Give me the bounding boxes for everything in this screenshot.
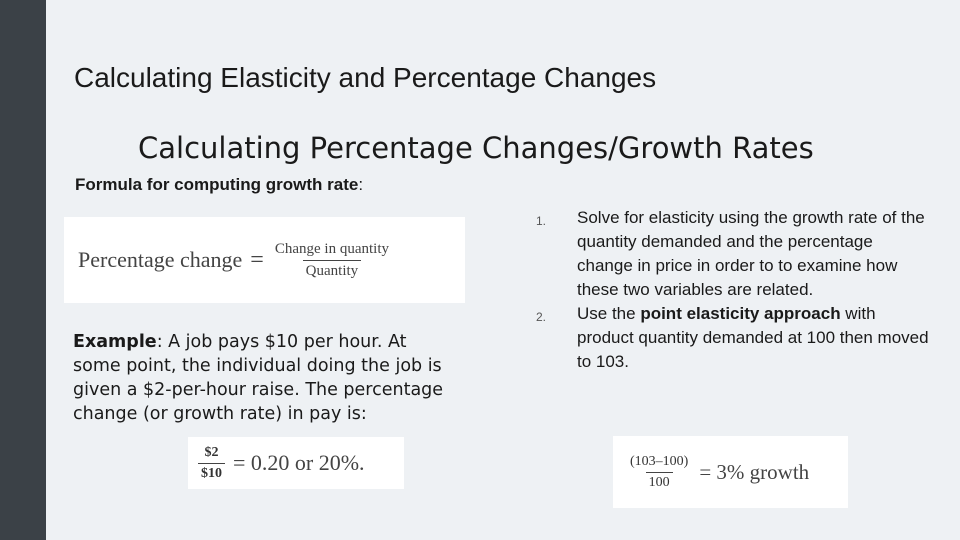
formula-fraction: Change in quantity Quantity bbox=[272, 241, 392, 280]
list-marker: 2. bbox=[536, 310, 547, 324]
formula-numerator: Change in quantity bbox=[274, 240, 389, 257]
side-accent-bar bbox=[0, 0, 46, 540]
list-item-post: with product quantity demanded at 100 th… bbox=[577, 304, 929, 371]
numbered-list: 1. Solve for elasticity using the growth… bbox=[530, 206, 930, 374]
example-denominator: $10 bbox=[198, 462, 225, 482]
example-text: : A job pays $10 per hour. At some point… bbox=[73, 332, 444, 424]
example-result: = 0.20 or 20%. bbox=[233, 450, 365, 475]
list-item-bold: point elasticity approach bbox=[640, 304, 841, 323]
list-item: 2. Use the point elasticity approach wit… bbox=[530, 302, 930, 374]
slide-title: Calculating Elasticity and Percentage Ch… bbox=[74, 62, 657, 93]
growth-numerator: (103–100) bbox=[630, 453, 689, 469]
formula-label: Formula for computing growth rate: bbox=[75, 175, 363, 195]
formula-equals: = bbox=[250, 246, 264, 273]
example-numerator: $2 bbox=[204, 444, 219, 460]
list-item-pre: Use the bbox=[577, 304, 641, 323]
formula-lhs: Percentage change bbox=[78, 247, 243, 272]
growth-denominator: 100 bbox=[645, 471, 673, 491]
example-label: Example bbox=[73, 332, 157, 352]
example-fraction: $2 $10 bbox=[198, 445, 225, 482]
example-paragraph: Example: A job pays $10 per hour. At som… bbox=[73, 330, 448, 426]
list-item-text: Solve for elasticity using the growth ra… bbox=[577, 208, 925, 299]
formula-label-bold: Formula for computing growth rate bbox=[75, 175, 359, 194]
list-marker: 1. bbox=[536, 214, 547, 228]
growth-result: = 3% growth bbox=[699, 459, 810, 484]
growth-calculation-image: (103–100) 100 = 3% growth bbox=[613, 436, 848, 508]
formula-label-tail: : bbox=[358, 175, 364, 194]
formula-denominator: Quantity bbox=[302, 259, 362, 280]
growth-fraction: (103–100) 100 bbox=[627, 454, 691, 491]
growth-rate-formula-image: Percentage change = Change in quantity Q… bbox=[64, 217, 465, 303]
slide-subtitle: Calculating Percentage Changes/Growth Ra… bbox=[138, 131, 814, 165]
example-calculation-image: $2 $10 = 0.20 or 20%. bbox=[188, 437, 404, 489]
list-item: 1. Solve for elasticity using the growth… bbox=[530, 206, 930, 302]
